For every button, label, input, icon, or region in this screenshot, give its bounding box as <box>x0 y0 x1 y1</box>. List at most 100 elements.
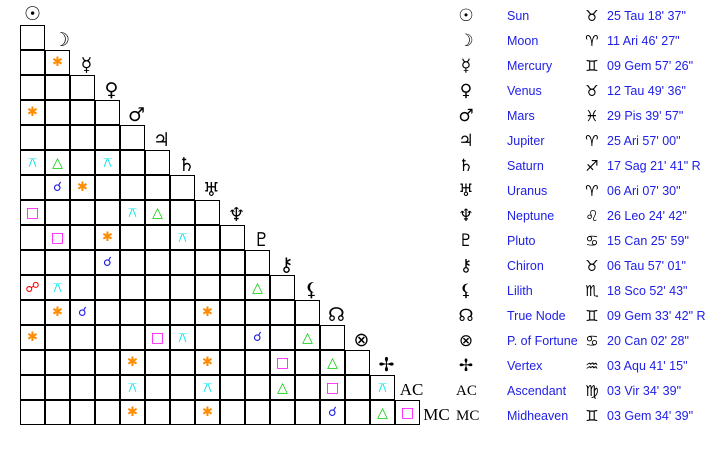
aspect-cell-midheaven-pluto <box>245 400 270 425</box>
aspect-cell-pluto-moon: □ <box>45 225 70 250</box>
planet-name: Mars <box>507 109 535 123</box>
quincunx-icon: ⚻ <box>127 379 138 396</box>
sun-glyph-icon: ☉ <box>23 2 42 25</box>
aspect-cell-venus-sun <box>20 75 45 100</box>
aspect-cell-lilith-sun: ☍ <box>20 275 45 300</box>
planet-row-mercury: ☿ Mercury ♊ 09 Gem 57' 26" <box>450 54 705 79</box>
aspect-cell-ascendant-neptune <box>220 375 245 400</box>
planet-name: Mercury <box>507 59 553 73</box>
planet-row-sun: ☉ Sun ♉ 25 Tau 18' 37" <box>450 4 705 29</box>
aspect-cell-uranus-mercury: ✱ <box>70 175 95 200</box>
vertex-glyph-icon: ✢ <box>378 353 395 376</box>
aspect-cell-uranus-saturn <box>170 175 195 200</box>
trine-icon: △ <box>277 379 288 396</box>
quincunx-icon: ⚻ <box>377 379 388 396</box>
conjunction-icon: ☌ <box>53 180 62 195</box>
sextile-icon: ✱ <box>27 330 38 345</box>
square-icon: □ <box>325 379 340 396</box>
square-icon: □ <box>50 229 65 246</box>
aspect-cell-venus-mercury <box>70 75 95 100</box>
planet-name: True Node <box>507 309 566 323</box>
aspect-cell-saturn-sun: ⚻ <box>20 150 45 175</box>
planet-name: Ascendant <box>507 384 567 398</box>
aspect-cell-true-node-lilith <box>295 300 320 325</box>
aspect-cell-uranus-sun <box>20 175 45 200</box>
mercury-icon: ☿ <box>460 56 472 76</box>
aspect-cell-true-node-mercury: ☌ <box>70 300 95 325</box>
quincunx-icon: ⚻ <box>52 279 63 296</box>
aspect-cell-saturn-moon: △ <box>45 150 70 175</box>
aspect-cell-ascendant-sun <box>20 375 45 400</box>
aspect-cell-p-of-fortune-moon <box>45 325 70 350</box>
quincunx-icon: ⚻ <box>202 379 213 396</box>
planet-position: 03 Aqu 41' 15" <box>607 359 688 373</box>
planet-name: Venus <box>507 84 542 98</box>
aspect-cell-neptune-mercury <box>70 200 95 225</box>
aspect-cell-pluto-mars <box>120 225 145 250</box>
aspect-cell-lilith-moon: ⚻ <box>45 275 70 300</box>
aspect-cell-midheaven-ascendant: □ <box>395 400 420 425</box>
sextile-icon: ✱ <box>202 355 213 370</box>
aspect-cell-uranus-venus <box>95 175 120 200</box>
aspect-cell-ascendant-p-of-fortune <box>345 375 370 400</box>
midheaven-glyph-icon: MC <box>423 404 450 424</box>
aspect-cell-vertex-chiron: □ <box>270 350 295 375</box>
planet-row-venus: ♀ Venus ♉ 12 Tau 49' 36" <box>450 79 705 104</box>
aspect-cell-chiron-sun <box>20 250 45 275</box>
aspect-cell-chiron-jupiter <box>145 250 170 275</box>
sextile-icon: ✱ <box>102 230 113 245</box>
aspect-grid: ☉ ☽ ☿ ♀ ♂ ♃ ♄ ♅ ♆ ♇ ⚷ ⚸ ☊ ⊗ ✢ AC MC ✱ ✱ ⚻ △ ⚻ ☌ ✱ □ ⚻ △ □ ✱ ⚻ ☌ ☍ ⚻ △ ✱ ☌ ✱ ✱… <box>20 2 450 425</box>
aspect-cell-uranus-jupiter <box>145 175 170 200</box>
planet-row-neptune: ♆ Neptune ♌ 26 Leo 24' 42" <box>450 204 705 229</box>
planet-position: 25 Ari 57' 00" <box>607 134 681 148</box>
chiron-glyph-icon: ⚷ <box>279 253 294 276</box>
planet-position: 03 Gem 34' 39" <box>607 409 694 423</box>
aspect-cell-neptune-saturn <box>170 200 195 225</box>
planet-position: 09 Gem 57' 26" <box>607 59 694 73</box>
planet-row-mars: ♂ Mars ♓ 29 Pis 39' 57" <box>450 104 705 129</box>
planet-name: Jupiter <box>507 134 545 148</box>
planet-name: Moon <box>507 34 539 48</box>
aspect-cell-vertex-p-of-fortune <box>345 350 370 375</box>
aspect-cell-midheaven-mars: ✱ <box>120 400 145 425</box>
zodiac-sign-icon: ♍ <box>585 382 599 400</box>
aspect-cell-neptune-venus <box>95 200 120 225</box>
aspect-cell-ascendant-chiron: △ <box>270 375 295 400</box>
aspect-cell-chiron-pluto <box>245 250 270 275</box>
sextile-icon: ✱ <box>52 55 63 70</box>
aspect-cell-midheaven-jupiter <box>145 400 170 425</box>
aspect-cell-midheaven-p-of-fortune <box>345 400 370 425</box>
ascendant-icon: AC <box>456 383 477 399</box>
planet-position: 06 Tau 57' 01" <box>607 259 686 273</box>
aspect-cell-vertex-saturn <box>170 350 195 375</box>
sextile-icon: ✱ <box>127 405 138 420</box>
aspect-cell-uranus-moon: ☌ <box>45 175 70 200</box>
aspect-cell-midheaven-vertex: △ <box>370 400 395 425</box>
mercury-glyph-icon: ☿ <box>80 53 93 76</box>
ascendant-glyph-icon: AC <box>399 379 424 399</box>
aspect-cell-true-node-sun <box>20 300 45 325</box>
aspect-cell-lilith-venus <box>95 275 120 300</box>
aspect-cell-ascendant-mars: ⚻ <box>120 375 145 400</box>
sextile-icon: ✱ <box>202 305 213 320</box>
aspect-cell-vertex-uranus: ✱ <box>195 350 220 375</box>
zodiac-sign-icon: ♓ <box>585 107 599 125</box>
planet-row-p-of-fortune: ⊗ P. of Fortune ♋ 20 Can 02' 28" <box>450 329 705 354</box>
aspect-cell-pluto-jupiter <box>145 225 170 250</box>
zodiac-sign-icon: ♐ <box>585 157 599 175</box>
aspect-cell-lilith-neptune <box>220 275 245 300</box>
aspect-cell-ascendant-mercury <box>70 375 95 400</box>
moon-icon: ☽ <box>458 31 474 51</box>
sextile-icon: ✱ <box>27 105 38 120</box>
aspect-cell-true-node-mars <box>120 300 145 325</box>
planet-positions-list: ☉ Sun ♉ 25 Tau 18' 37" ☽ Moon ♈ 11 Ari 46' 27" ☿… <box>450 0 705 450</box>
planet-row-saturn: ♄ Saturn ♐ 17 Sag 21' 41" R <box>450 154 705 179</box>
aspect-cell-ascendant-venus <box>95 375 120 400</box>
planet-row-chiron: ⚷ Chiron ♉ 06 Tau 57' 01" <box>450 254 705 279</box>
aspect-cell-midheaven-neptune <box>220 400 245 425</box>
aspect-cell-saturn-venus: ⚻ <box>95 150 120 175</box>
chiron-icon: ⚷ <box>459 256 473 276</box>
aspect-cell-vertex-moon <box>45 350 70 375</box>
aspect-cell-ascendant-true-node: □ <box>320 375 345 400</box>
quincunx-icon: ⚻ <box>177 229 188 246</box>
